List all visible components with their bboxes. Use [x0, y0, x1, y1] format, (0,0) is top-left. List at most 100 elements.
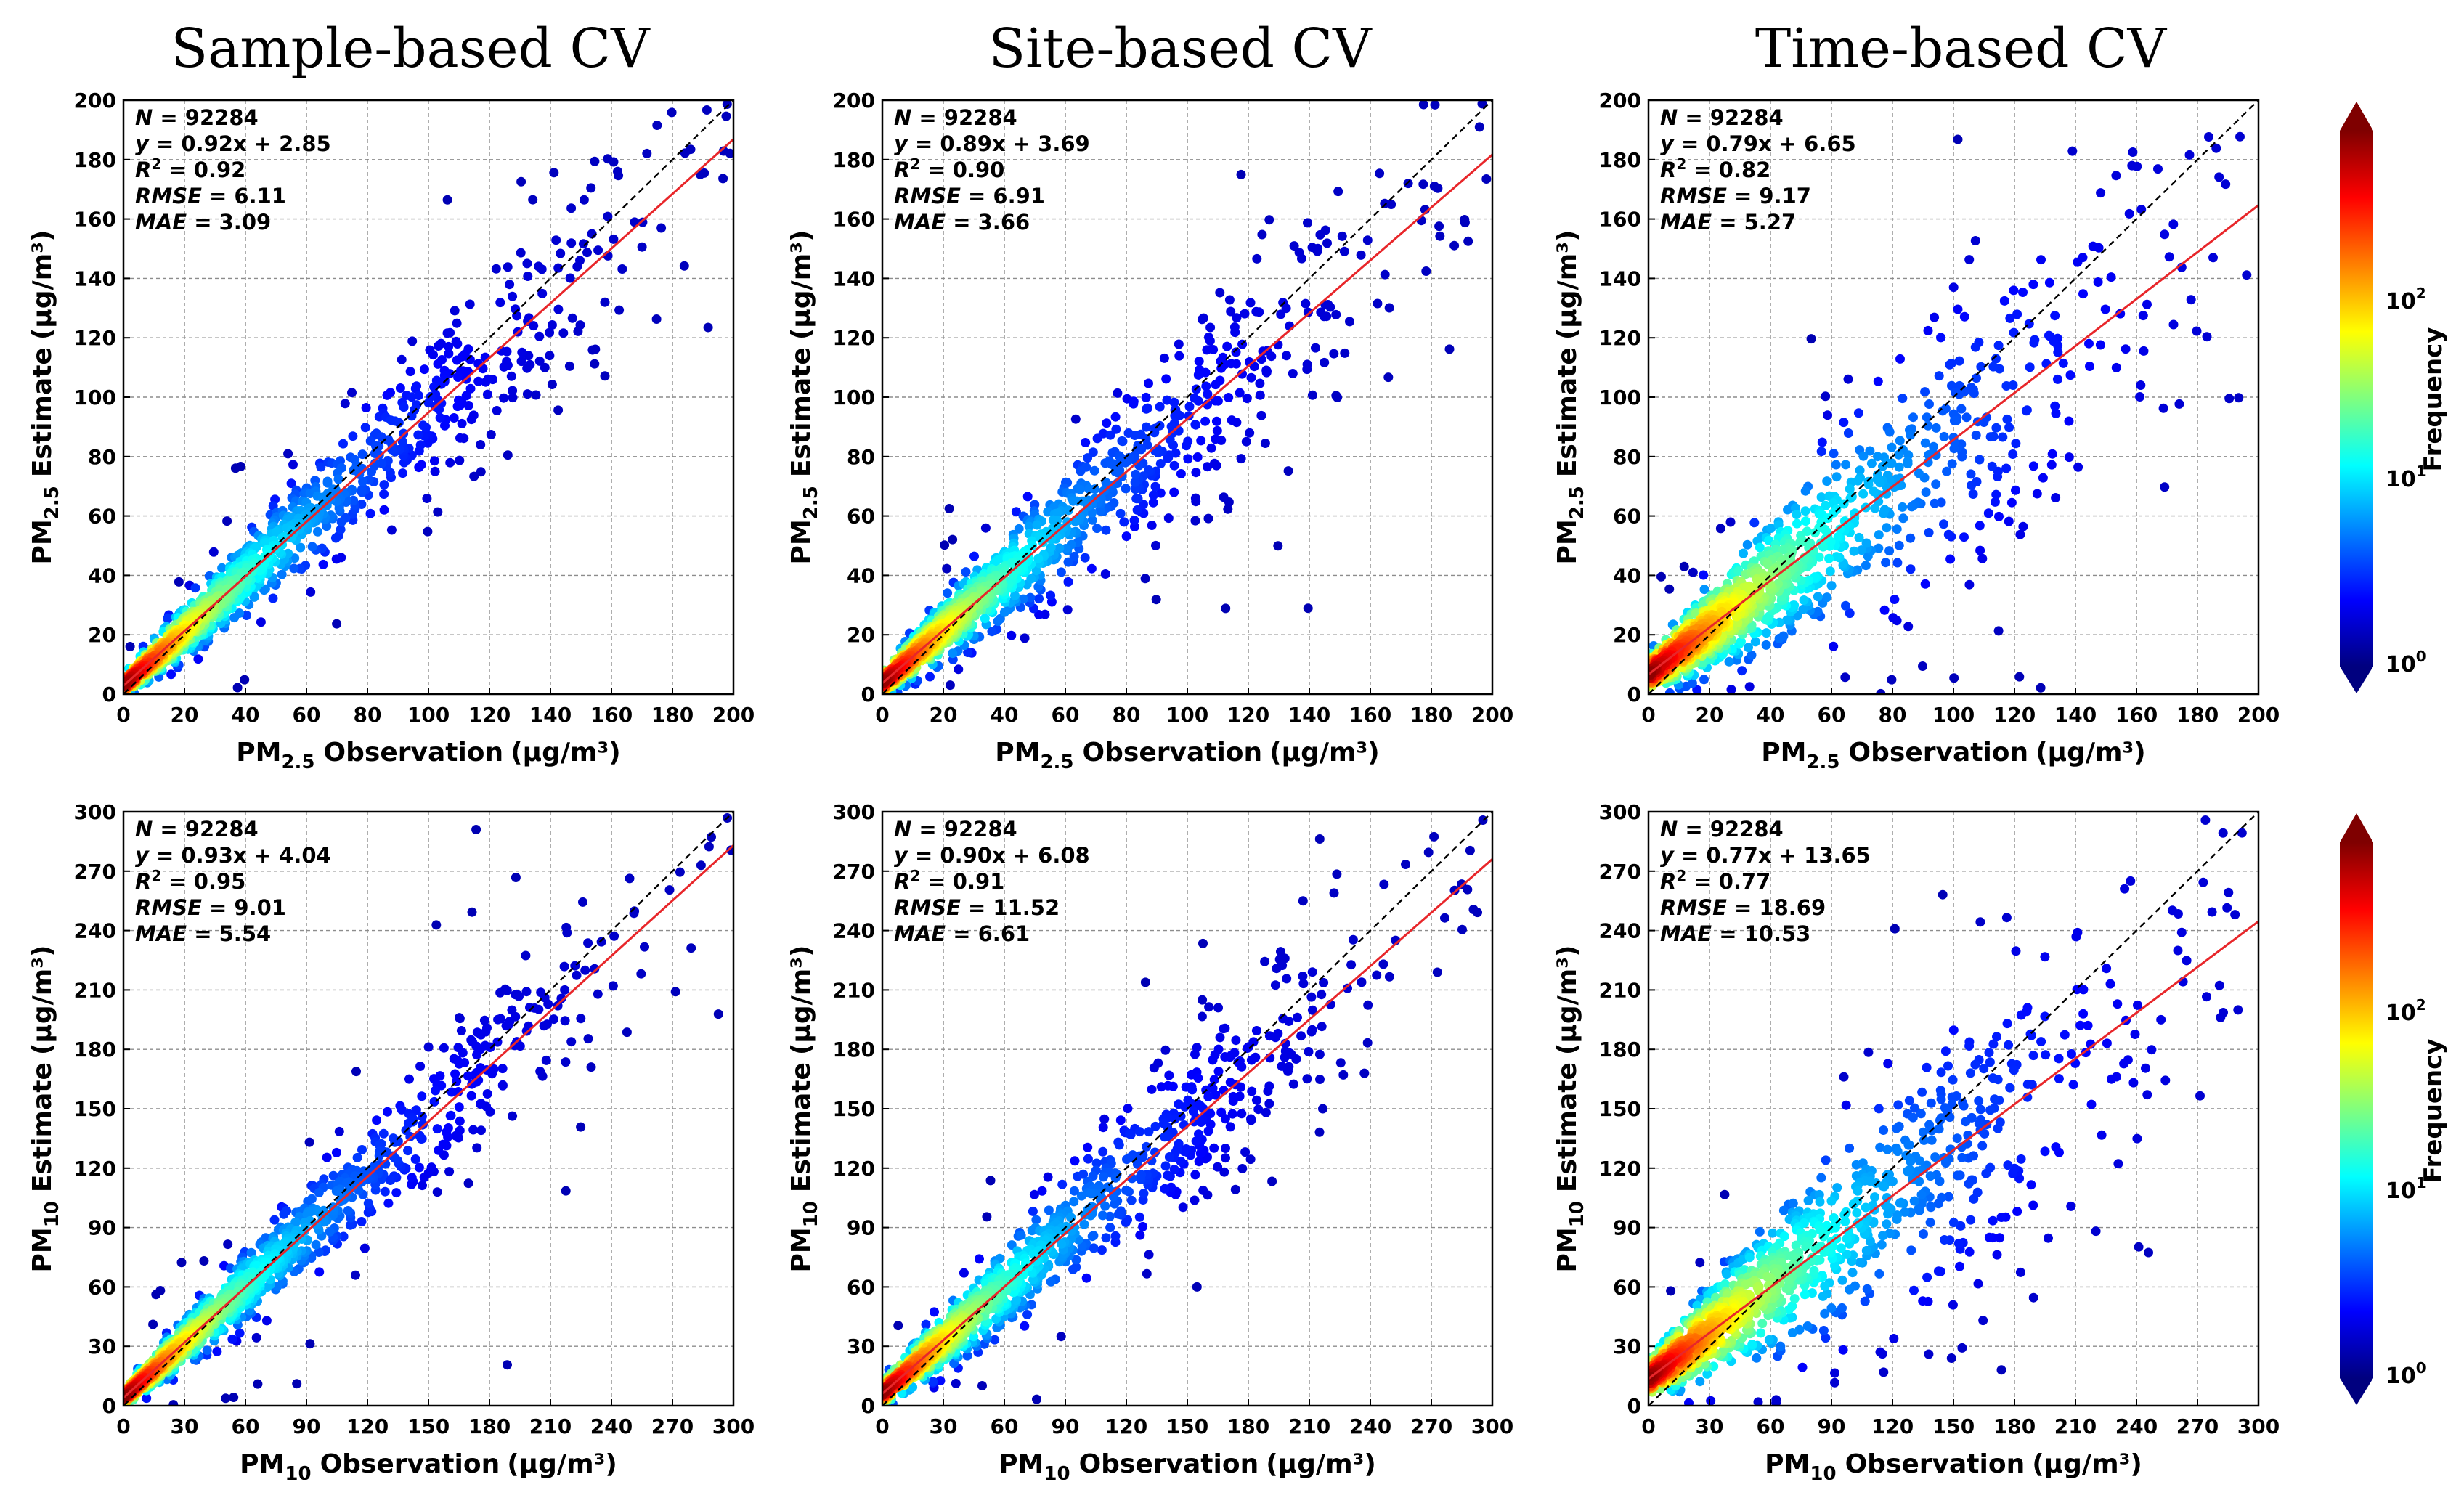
- data-point: [1976, 362, 1986, 372]
- x-axis-label: PM2.5 Observation (μg/m³): [1761, 738, 2146, 773]
- data-point: [1468, 905, 1479, 914]
- data-point: [1163, 453, 1172, 463]
- data-point: [1806, 334, 1816, 344]
- data-point: [1947, 459, 1957, 469]
- data-point: [586, 183, 596, 193]
- data-point: [1379, 879, 1389, 889]
- data-point: [1363, 1000, 1373, 1010]
- data-point: [1272, 964, 1282, 974]
- data-point: [512, 311, 522, 321]
- data-point: [348, 431, 358, 441]
- data-point: [229, 1393, 239, 1402]
- data-point: [1194, 357, 1204, 367]
- data-point: [193, 654, 203, 664]
- data-point: [1320, 357, 1330, 367]
- data-point: [333, 474, 343, 484]
- data-point: [378, 1128, 389, 1139]
- data-point: [1970, 342, 1980, 352]
- data-point: [2192, 326, 2202, 336]
- data-point: [476, 1030, 486, 1040]
- data-point: [1824, 553, 1834, 563]
- x-tick-label: 0: [1641, 703, 1655, 727]
- data-point: [1418, 179, 1428, 190]
- data-point: [1929, 441, 1939, 452]
- data-point: [1384, 303, 1394, 313]
- data-point: [522, 389, 532, 399]
- data-point: [1931, 479, 1941, 489]
- data-point: [1062, 605, 1073, 615]
- data-point: [1255, 378, 1265, 388]
- data-point: [1953, 304, 1963, 314]
- data-point: [1907, 502, 1916, 512]
- data-point: [1841, 600, 1850, 611]
- x-tick-label: 60: [1818, 703, 1846, 727]
- data-point: [561, 1057, 571, 1067]
- data-point: [528, 195, 538, 205]
- data-point: [664, 885, 675, 895]
- data-point: [1169, 487, 1179, 497]
- data-point: [1924, 528, 1934, 537]
- data-point: [1236, 454, 1246, 464]
- data-point: [413, 430, 423, 440]
- x-tick-label: 150: [407, 1414, 450, 1438]
- data-point: [322, 1152, 332, 1162]
- data-point: [1906, 533, 1916, 543]
- data-point: [505, 280, 515, 290]
- data-point: [1429, 831, 1439, 842]
- data-point: [1226, 306, 1236, 317]
- data-point: [1130, 477, 1140, 487]
- data-point: [1747, 650, 1757, 660]
- data-point: [1260, 956, 1270, 966]
- data-point: [1070, 414, 1081, 424]
- data-point: [407, 336, 418, 346]
- data-point: [1056, 567, 1066, 577]
- data-point: [2136, 380, 2146, 390]
- data-point: [286, 478, 296, 489]
- data-point: [1032, 520, 1042, 530]
- data-point: [961, 567, 971, 577]
- data-point: [1245, 298, 1256, 308]
- data-point: [1140, 977, 1150, 987]
- data-point: [407, 392, 417, 402]
- data-point: [1800, 516, 1810, 526]
- data-point: [1948, 433, 1959, 442]
- data-point: [1176, 469, 1186, 478]
- data-point: [447, 1087, 457, 1097]
- data-point: [583, 1034, 593, 1044]
- data-point: [539, 1021, 549, 1031]
- y-tick-label: 120: [833, 326, 875, 350]
- data-point: [199, 1256, 209, 1266]
- data-point: [305, 1339, 315, 1349]
- data-point: [418, 1120, 428, 1130]
- data-point: [423, 398, 434, 408]
- data-point: [1132, 505, 1142, 515]
- data-point: [314, 1267, 325, 1277]
- data-point: [560, 985, 570, 995]
- y-tick-label: 60: [1613, 505, 1641, 529]
- stat-n: N = 92284: [135, 817, 259, 842]
- data-point: [1316, 307, 1326, 317]
- data-point: [517, 347, 527, 357]
- data-point: [1923, 325, 1933, 335]
- data-point: [190, 583, 200, 593]
- data-point: [468, 410, 479, 420]
- data-point: [444, 349, 454, 359]
- data-point: [1064, 505, 1074, 516]
- y-tick-label: 60: [88, 505, 116, 529]
- data-point: [415, 1131, 425, 1141]
- data-point: [556, 248, 566, 258]
- data-point: [2025, 362, 2035, 372]
- data-point: [2065, 370, 2075, 380]
- data-point: [1959, 532, 1969, 542]
- data-point: [2084, 338, 2094, 349]
- data-point: [558, 328, 569, 338]
- data-point: [1121, 531, 1131, 542]
- data-point: [1160, 1045, 1171, 1055]
- data-point: [445, 327, 455, 338]
- data-point: [1798, 604, 1808, 614]
- data-point: [1329, 888, 1339, 898]
- data-point: [609, 234, 619, 244]
- data-point: [670, 987, 680, 997]
- y-tick-label: 180: [74, 148, 116, 172]
- data-point: [2012, 309, 2022, 319]
